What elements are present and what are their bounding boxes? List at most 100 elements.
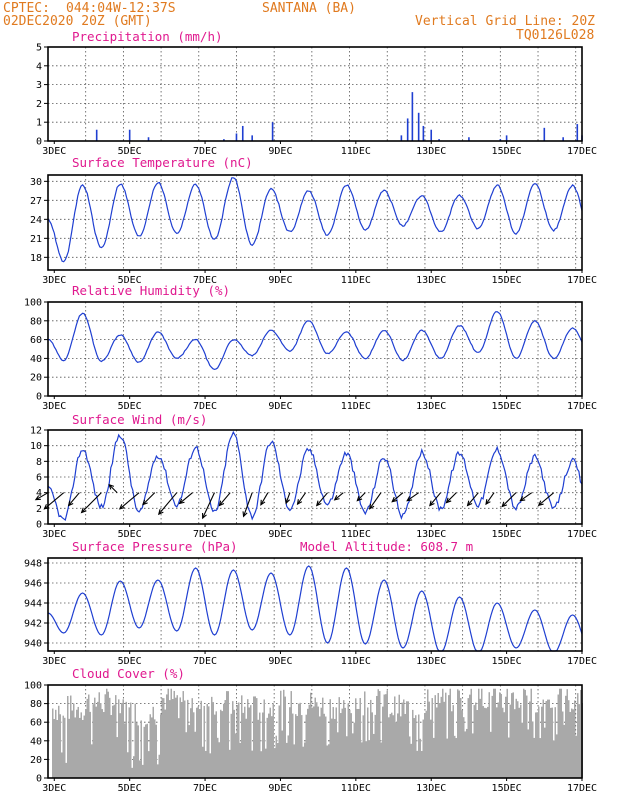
wind-vector-head (34, 495, 41, 501)
cloud-bar (539, 738, 541, 778)
cloud-bar (580, 689, 582, 778)
cloud-ytick-label: 0 (36, 774, 42, 785)
cloud-bar (505, 696, 507, 778)
cloud-bar (265, 748, 267, 778)
cloud-bar (473, 705, 475, 778)
cloud-bar (341, 708, 343, 778)
wind-vector-shaft (35, 492, 49, 501)
wind-vector-head (466, 500, 473, 507)
cloud-bar (544, 727, 546, 778)
cloud-bar (281, 730, 283, 778)
precip-xtick-label: 15DEC (492, 146, 522, 157)
cloud-bar (187, 699, 189, 778)
cloud-bar (572, 709, 574, 778)
wind-vector-shaft (142, 492, 156, 505)
cloud-bar (313, 706, 315, 778)
wind-xtick-label: 13DEC (416, 529, 446, 540)
cloud-bar (226, 691, 228, 778)
cloud-bar (277, 743, 279, 778)
cloud-bar (290, 691, 292, 778)
wind-vector-head (118, 504, 125, 510)
cloud-bar (127, 752, 129, 778)
cloud-bar (419, 738, 421, 778)
cloud-bar (550, 707, 552, 778)
cloud-bar (391, 712, 393, 778)
wind-vector-head (67, 500, 74, 507)
precip-bar (235, 133, 238, 141)
cloud-bar (529, 701, 531, 778)
cloud-bar (175, 697, 177, 778)
cloud-bar (443, 701, 445, 778)
wind-vector-head (368, 503, 375, 510)
cloud-bar (208, 706, 210, 778)
cloud-bar (400, 716, 402, 778)
cloud-bar (329, 699, 331, 778)
wind-vector (157, 492, 178, 516)
cloud-bar (410, 743, 412, 778)
cloud-bar (530, 688, 532, 778)
cloud-bar (287, 735, 289, 778)
cloud-bar (367, 707, 369, 778)
cloud-bar (152, 706, 154, 778)
cloud-bar (421, 750, 423, 778)
wind-vector-head (284, 498, 291, 505)
wind-vector (315, 492, 328, 507)
cloud-bar (508, 737, 510, 778)
temp-line (47, 177, 583, 263)
header-model-code: TQ0126L028 (516, 28, 594, 43)
humidity-ytick-label: 80 (30, 316, 42, 327)
pressure-frame (47, 557, 583, 652)
wind-vector-shaft (285, 492, 291, 504)
temp-xtick-label: 9DEC (268, 275, 292, 286)
cloud-bar (479, 698, 481, 778)
cloud-bar (397, 713, 399, 778)
cloud-bar (310, 692, 312, 778)
cloud-bar (181, 701, 183, 778)
cloud-bar (283, 689, 285, 778)
cloud-bar (278, 705, 280, 778)
cloud-bar (158, 754, 160, 778)
cloud-bar (200, 700, 202, 778)
cloud-bar (242, 712, 244, 778)
cloud-bar (307, 708, 309, 778)
cloud-bar (64, 717, 66, 778)
temp-ytick-label: 27 (30, 196, 42, 207)
cloud-title: Cloud Cover (%) (72, 666, 185, 681)
cloud-xtick-label: 3DEC (42, 783, 66, 794)
cloud-bar (56, 720, 58, 778)
cloud-bar (230, 713, 232, 778)
cloud-bar (499, 692, 501, 778)
wind-vector (142, 492, 156, 506)
precip-bar (422, 125, 425, 141)
wind-vector-shaft (467, 492, 479, 506)
temp-title: Surface Temperature (nC) (72, 155, 253, 170)
cloud-bar (296, 715, 298, 778)
wind-panel: 0 2 4 6 8 10 12 3DEC 5DEC 7DEC 9DEC 11DEC 13DEC 15DEC… (30, 426, 597, 541)
cloud-xtick-label: 17DEC (567, 783, 597, 794)
pressure-xtick-label: 7DEC (193, 656, 217, 667)
cloud-bar (190, 708, 192, 778)
cloud-bar (512, 692, 514, 778)
cloud-bar (133, 756, 135, 778)
precip-ytick-label: 1 (36, 118, 42, 129)
cloud-bar (488, 692, 490, 778)
precip-bar (406, 118, 409, 141)
cloud-bar (103, 712, 105, 778)
cloud-bar (58, 705, 60, 778)
cloud-bar (59, 714, 61, 778)
cloud-bar (98, 692, 100, 778)
cloud-bar (445, 692, 447, 778)
wind-vector-head (108, 483, 115, 490)
cloud-bar (217, 737, 219, 778)
cloud-bar (422, 719, 424, 778)
pressure-xtick-label: 15DEC (492, 656, 522, 667)
wind-vector-shaft (538, 492, 555, 506)
cloud-bar (235, 733, 237, 778)
cloud-bar (185, 732, 187, 778)
cloud-bar (137, 725, 139, 778)
cloud-bar (316, 702, 318, 778)
cloud-bar (203, 705, 205, 778)
cloud-bar (485, 708, 487, 778)
cloud-bar (448, 695, 450, 778)
